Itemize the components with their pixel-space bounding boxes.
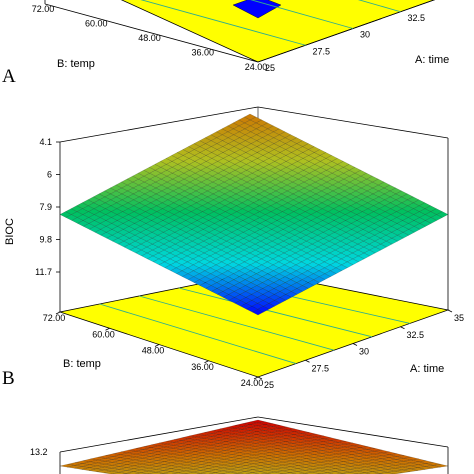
panel-a-a-axis-name: A: time (415, 54, 449, 66)
panel-b-temp-tick (55, 311, 61, 315)
panel-b-z-tick-label: 9.8 (39, 235, 52, 245)
panel-b-temp-tick-label: 48.00 (142, 346, 165, 356)
panel-b-back-edge-right (257, 106, 449, 139)
panel-a-temp-tick-label: 60.00 (85, 19, 108, 29)
panel-b-z-tick-label: 11.7 (35, 267, 52, 277)
panel-a-temp-tick-label: 24.00 (245, 62, 268, 72)
panel-c-surface-cell (252, 471, 268, 474)
panel-c-surface-cell (200, 471, 216, 474)
panel-a-contour-line (250, 0, 354, 29)
panel-b-temp-tick (154, 344, 160, 347)
panel-c-surface-cell (163, 471, 179, 474)
panel-c-response-surface (59, 419, 449, 474)
panel-b-temp-tick (105, 327, 110, 331)
panel-a-temp-tick-label: 48.00 (138, 33, 161, 43)
panel-b-time-tick-label: 30 (359, 347, 369, 357)
panel-c-z-tick-label: 13.2 (30, 447, 48, 457)
panel-b-time-tick (257, 376, 263, 380)
panel-a-time-tick-label: 25 (265, 63, 275, 73)
panel-c-surface-cell (103, 471, 119, 474)
panel-a-temp-tick-label: 72.00 (32, 4, 55, 14)
panel-c-surface-cell (349, 470, 365, 474)
panel-b-temp-tick-label: 36.00 (191, 362, 214, 372)
panel-a-contour-line (140, 0, 306, 46)
panel-b-contour-line (178, 287, 373, 338)
panel-b-contour-line (99, 303, 297, 365)
panel-b-contour-line (139, 295, 335, 351)
panel-a-time-tick-label: 30 (360, 30, 370, 40)
panel-b-time-tick (447, 309, 453, 313)
panel-c-surface-cell (126, 471, 142, 474)
panel-c: 13.2 (30, 416, 449, 474)
panel-a-floor (120, 0, 436, 63)
panel-c-surface-cell (289, 471, 305, 474)
panel-b-time-tick-label: 27.5 (312, 363, 330, 373)
panel-b-temp-tick-label: 60.00 (92, 329, 115, 339)
panel-b-surface-cell (244, 113, 257, 121)
panel-b-time-tick (400, 326, 405, 330)
panel-b-time-tick (352, 343, 358, 346)
panel-c-surface-cell (387, 471, 403, 474)
panel-b-back-edge (59, 106, 259, 143)
panel-b-temp-tick-label: 24.00 (241, 378, 264, 388)
panel-b-b-axis-name: B: temp (63, 358, 101, 370)
panel-a-letter: A (2, 66, 16, 87)
panel-a-floor-edge-left (44, 3, 259, 63)
panel-b-time-tick-label: 25 (264, 380, 274, 390)
panel-a-time-tick-label: 27.5 (313, 46, 331, 56)
panel-c-surface-cell (327, 471, 343, 474)
panel-c-surface-cell (364, 471, 380, 474)
panel-a-b-axis-name: B: temp (57, 58, 95, 70)
panel-b-z-tick-label: 6 (47, 170, 52, 180)
panel-b-temp-tick (204, 360, 209, 364)
panel-b-z-tick-label: 4.1 (39, 137, 52, 147)
panel-c-back-edge (59, 416, 259, 453)
panel-b-z-tick-label: 7.9 (39, 202, 52, 212)
panel-b-a-axis-name: A: time (410, 363, 444, 375)
panel-b-letter: B (2, 368, 15, 389)
panel-b-z-axis-name: BIOC (4, 218, 16, 245)
panel-a-contour-line (357, 0, 401, 13)
panel-c-back-edge-right (257, 416, 449, 448)
panel-a-temp-tick-label: 36.00 (191, 48, 214, 58)
panel-b-time-tick-label: 35 (454, 313, 464, 323)
panel-b-response-surface (59, 113, 449, 316)
panel-b-time-tick-label: 32.5 (407, 330, 425, 340)
panel-b-time-tick (305, 359, 310, 363)
panel-b-temp-tick-label: 72.00 (43, 313, 66, 323)
panel-c-surface-cell (140, 470, 156, 474)
panel-b-temp-tick (253, 376, 259, 380)
panel-a-time-tick-label: 32.5 (408, 13, 426, 23)
